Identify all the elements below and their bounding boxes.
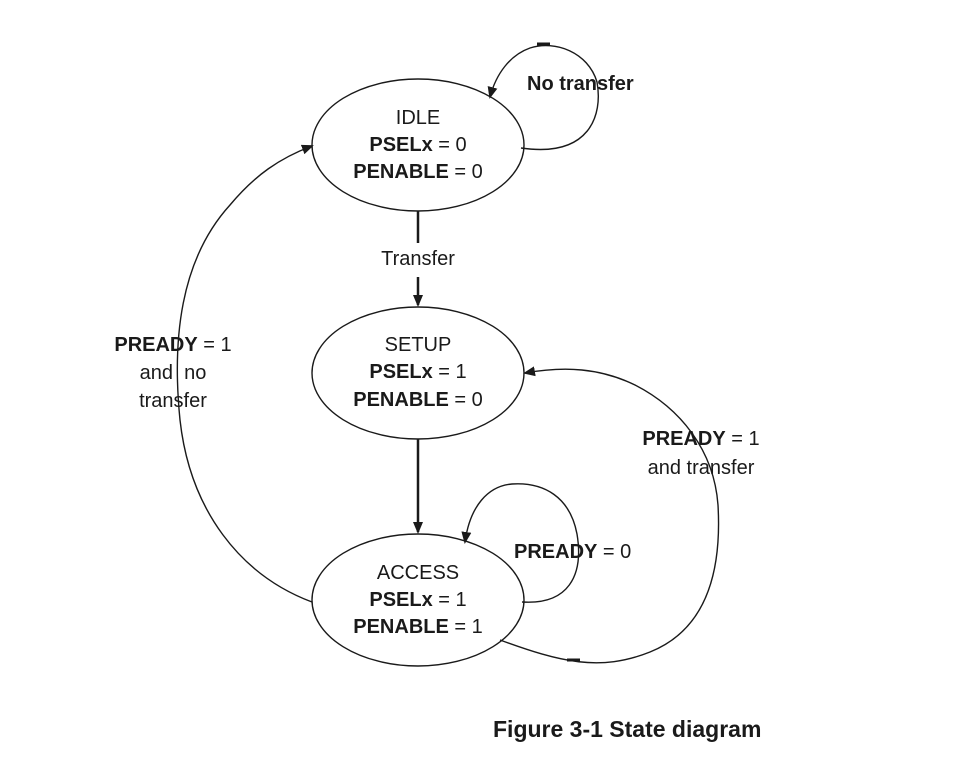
signal-pselx: PSELx bbox=[369, 361, 433, 383]
value: = 0 bbox=[602, 541, 632, 563]
value: = 1 bbox=[438, 361, 467, 383]
label-transfer-2: transfer bbox=[139, 390, 207, 412]
state-setup-penable: PENABLE = 0 bbox=[353, 386, 483, 414]
transition-access-to-idle bbox=[176, 144, 314, 603]
transition-access-self-loop bbox=[461, 483, 580, 603]
label-pready-1-no-transfer: PREADY = 1 bbox=[114, 331, 231, 359]
value: = 0 bbox=[454, 161, 483, 183]
value: = 1 bbox=[438, 589, 467, 611]
label-transfer: Transfer bbox=[381, 248, 455, 270]
transition-idle-self-loop bbox=[487, 44, 599, 151]
value: = 0 bbox=[454, 389, 483, 411]
value: = 1 bbox=[454, 616, 483, 638]
signal-penable: PENABLE bbox=[353, 616, 449, 638]
state-access-name: ACCESS bbox=[376, 562, 460, 584]
state-idle-psel: PSELx = 0 bbox=[369, 131, 466, 159]
value: = 1 bbox=[731, 428, 760, 450]
value: = 0 bbox=[438, 134, 467, 156]
state-idle-penable: PENABLE = 0 bbox=[353, 158, 483, 186]
signal-pselx: PSELx bbox=[369, 589, 433, 611]
label-no-transfer: No transfer bbox=[527, 73, 634, 95]
label-pready-1-transfer: PREADY = 1 bbox=[642, 425, 759, 453]
figure-caption: Figure 3-1 State diagram bbox=[493, 716, 762, 742]
state-access-psel: PSELx = 1 bbox=[369, 586, 466, 614]
signal-pready: PREADY bbox=[514, 541, 598, 563]
state-access-node bbox=[311, 533, 525, 667]
label-pready-0: PREADY = 0 bbox=[514, 538, 631, 566]
signal-pready: PREADY bbox=[114, 334, 198, 356]
signal-pready: PREADY bbox=[642, 428, 726, 450]
signal-penable: PENABLE bbox=[353, 389, 449, 411]
state-setup-psel: PSELx = 1 bbox=[369, 358, 466, 386]
state-idle-name: IDLE bbox=[395, 107, 441, 129]
state-setup-name: SETUP bbox=[384, 334, 452, 356]
signal-pselx: PSELx bbox=[369, 134, 433, 156]
label-and-no: and no bbox=[139, 362, 207, 384]
state-access-penable: PENABLE = 1 bbox=[353, 613, 483, 641]
signal-penable: PENABLE bbox=[353, 161, 449, 183]
label-and-transfer: and transfer bbox=[647, 457, 755, 479]
transition-access-to-setup bbox=[499, 366, 720, 664]
value: = 1 bbox=[203, 334, 232, 356]
